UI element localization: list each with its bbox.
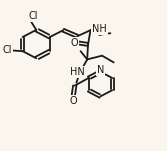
Text: N: N xyxy=(97,65,104,75)
Text: O: O xyxy=(71,38,79,48)
Text: Cl: Cl xyxy=(28,11,38,21)
Text: HN: HN xyxy=(70,67,85,77)
Text: O: O xyxy=(69,96,77,106)
Text: NH: NH xyxy=(92,24,107,34)
Text: Cl: Cl xyxy=(3,45,12,55)
